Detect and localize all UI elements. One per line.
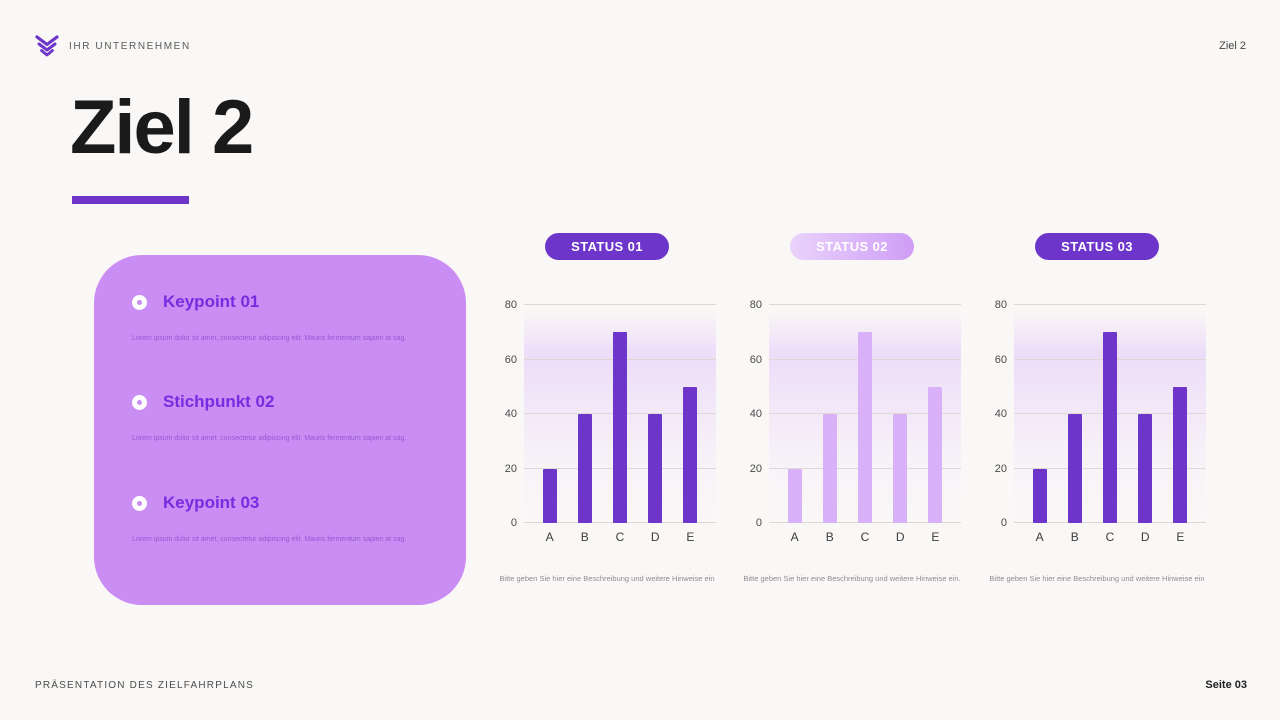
bar-b [577, 414, 592, 523]
chart-plot [1014, 304, 1206, 523]
y-axis-labels: 80 60 40 20 0 [498, 299, 524, 529]
y-tick-label: 40 [994, 408, 1007, 420]
x-axis-labels: A B C D E [769, 530, 961, 544]
keypoint-item-3: Keypoint 03 Lorem ipsum dolor sit amet, … [132, 493, 436, 544]
header-page-label: Ziel 2 [1219, 40, 1246, 52]
x-tick-label: A [545, 530, 554, 544]
x-tick-label: D [650, 530, 660, 544]
axis-spacer [498, 530, 524, 544]
x-tick-label: E [1176, 530, 1185, 544]
bars [524, 305, 716, 523]
x-tick-label: E [686, 530, 695, 544]
chart-caption: Bitte geben Sie hier eine Beschreibung u… [499, 574, 715, 583]
bar-b [1067, 414, 1082, 523]
bar-c [613, 332, 627, 523]
x-tick-label: D [895, 530, 905, 544]
bar-c [858, 332, 872, 523]
y-tick-label: 0 [1000, 517, 1007, 529]
y-tick-label: 60 [994, 353, 1007, 366]
status-chart-3: STATUS 03 80 60 40 20 0 A B C D E Bitte geben Si… [988, 233, 1206, 583]
keypoint-title: Keypoint 01 [163, 292, 260, 311]
keypoints-card: Keypoint 01 Lorem ipsum dolor sit amet, … [94, 255, 466, 605]
bar-d [648, 414, 663, 523]
keypoint-item-2: Stichpunkt 02 Lorem ipsum dolor sit amet… [132, 392, 436, 443]
x-tick-label: C [860, 530, 870, 544]
keypoint-item-1: Keypoint 01 Lorem ipsum dolor sit amet, … [132, 292, 436, 343]
y-tick-label: 0 [755, 517, 762, 529]
bars [1014, 305, 1206, 523]
axis-spacer [988, 530, 1014, 544]
bar-e [683, 386, 698, 523]
y-axis-labels: 80 60 40 20 0 [743, 299, 769, 529]
chart-title-badge: STATUS 01 [545, 233, 669, 260]
bar-e [928, 386, 943, 523]
keypoint-body: Lorem ipsum dolor sit amet, consectetur … [132, 335, 407, 342]
bullet-ring-icon [132, 294, 147, 310]
keypoint-body: Lorem ipsum dolor sit amet, consectetur … [132, 536, 407, 543]
bar-d [1138, 414, 1153, 523]
axis-spacer [743, 530, 769, 544]
bar-d [893, 414, 908, 523]
bar-e [1173, 386, 1188, 523]
y-tick-label: 0 [510, 517, 517, 529]
keypoint-title: Keypoint 03 [163, 493, 260, 512]
bullet-ring-icon [132, 495, 147, 511]
y-tick-label: 40 [749, 408, 762, 420]
x-tick-label: B [1070, 530, 1079, 544]
x-tick-label: D [1140, 530, 1150, 544]
bullet-ring-icon [132, 394, 147, 410]
x-tick-label: A [790, 530, 799, 544]
bars [769, 305, 961, 523]
x-tick-label: A [1035, 530, 1044, 544]
x-tick-label: C [1105, 530, 1115, 544]
status-chart-2: STATUS 02 80 60 40 20 0 A B C D E Bitte geben Si… [743, 233, 961, 583]
title-underline [72, 196, 189, 204]
y-tick-label: 20 [994, 462, 1007, 475]
gridline [524, 304, 716, 305]
y-tick-label: 80 [749, 299, 762, 311]
chart-title: STATUS 02 [816, 239, 888, 254]
y-tick-label: 60 [749, 353, 762, 366]
chart-title: STATUS 01 [571, 239, 643, 254]
bar-a [1032, 468, 1047, 523]
company-name: IHR UNTERNEHMEN [69, 41, 191, 52]
chart-caption: Bitte geben Sie hier eine Beschreibung u… [989, 574, 1205, 583]
y-tick-label: 60 [504, 353, 517, 366]
x-axis-labels: A B C D E [1014, 530, 1206, 544]
x-tick-label: E [931, 530, 940, 544]
chart-plot [524, 304, 716, 523]
bar-b [822, 414, 837, 523]
chart-title-badge: STATUS 02 [790, 233, 914, 260]
gridline [1014, 304, 1206, 305]
keypoint-title: Stichpunkt 02 [163, 392, 275, 411]
x-tick-label: B [580, 530, 589, 544]
bar-a [542, 468, 557, 523]
chart-title-badge: STATUS 03 [1035, 233, 1159, 260]
x-tick-label: B [825, 530, 834, 544]
chart-plot [769, 304, 961, 523]
y-tick-label: 80 [994, 299, 1007, 311]
slide-title: Ziel 2 [70, 85, 254, 170]
chart-title: STATUS 03 [1061, 239, 1133, 254]
bar-c [1103, 332, 1117, 523]
bar-a [787, 468, 802, 523]
footer-presentation-label: PRÄSENTATION DES ZIELFAHRPLANS [35, 680, 255, 691]
y-tick-label: 20 [749, 462, 762, 475]
footer-page-number: Seite 03 [1205, 679, 1247, 691]
chart-caption: Bitte geben Sie hier eine Beschreibung u… [743, 574, 961, 583]
company-logo-chevrons-icon [34, 35, 60, 64]
y-tick-label: 20 [504, 462, 517, 475]
x-axis-labels: A B C D E [524, 530, 716, 544]
y-axis-labels: 80 60 40 20 0 [988, 299, 1014, 529]
x-tick-label: C [615, 530, 625, 544]
keypoint-body: Lorem ipsum dolor sit amet, consectetur … [132, 435, 407, 442]
y-tick-label: 40 [504, 408, 517, 420]
gridline [769, 304, 961, 305]
y-tick-label: 80 [504, 299, 517, 311]
status-chart-1: STATUS 01 80 60 40 20 0 A B C D E Bitte geben Si… [498, 233, 716, 583]
